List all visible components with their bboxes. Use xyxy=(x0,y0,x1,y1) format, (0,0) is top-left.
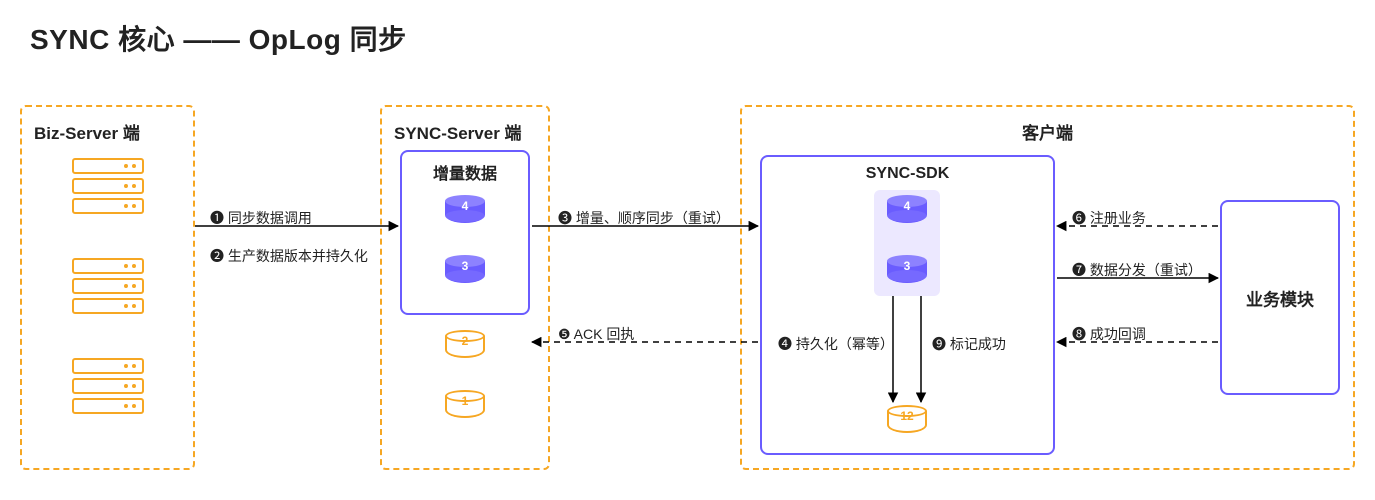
region-label: SYNC-Server 端 xyxy=(394,119,522,144)
box-title: SYNC-SDK xyxy=(762,165,1053,183)
box-biz-module: 业务模块 xyxy=(1220,200,1340,395)
arrow-label: ❺ ACK 回执 xyxy=(558,324,634,344)
database-number: 3 xyxy=(887,259,927,273)
region-label: 客户端 xyxy=(742,119,1353,144)
database-number: 4 xyxy=(445,199,485,213)
diagram-title: SYNC 核心 —— OpLog 同步 xyxy=(30,18,407,58)
database-icon: 3 xyxy=(887,255,927,289)
database-icon: 2 xyxy=(445,330,485,364)
server-rack-icon xyxy=(72,258,144,318)
arrow-label: ❹ 持久化（幂等） xyxy=(778,334,894,354)
arrow-label: ❻ 注册业务 xyxy=(1072,208,1146,228)
database-icon: 12 xyxy=(887,405,927,439)
arrow-label: ❸ 增量、顺序同步（重试） xyxy=(558,208,730,228)
database-icon: 1 xyxy=(445,390,485,424)
database-icon: 4 xyxy=(445,195,485,229)
database-number: 4 xyxy=(887,199,927,213)
database-number: 1 xyxy=(445,394,485,408)
box-incremental-data: 增量数据 xyxy=(400,150,530,315)
arrow-label: ❷ 生产数据版本并持久化 xyxy=(210,246,368,266)
region-label: Biz-Server 端 xyxy=(34,119,140,144)
database-icon: 3 xyxy=(445,255,485,289)
database-number: 3 xyxy=(445,259,485,273)
arrow-label: ❽ 成功回调 xyxy=(1072,324,1146,344)
arrow-label: ❶ 同步数据调用 xyxy=(210,208,312,228)
arrow-label: ❼ 数据分发（重试） xyxy=(1072,260,1202,280)
server-rack-icon xyxy=(72,358,144,418)
database-number: 12 xyxy=(887,409,927,423)
server-rack-icon xyxy=(72,158,144,218)
database-number: 2 xyxy=(445,334,485,348)
arrow-label: ❾ 标记成功 xyxy=(932,334,1006,354)
database-icon: 4 xyxy=(887,195,927,229)
diagram-canvas: SYNC 核心 —— OpLog 同步 Biz-Server 端 SYNC-Se… xyxy=(0,0,1375,500)
box-title: 增量数据 xyxy=(402,160,528,184)
box-title: 业务模块 xyxy=(1222,285,1338,310)
